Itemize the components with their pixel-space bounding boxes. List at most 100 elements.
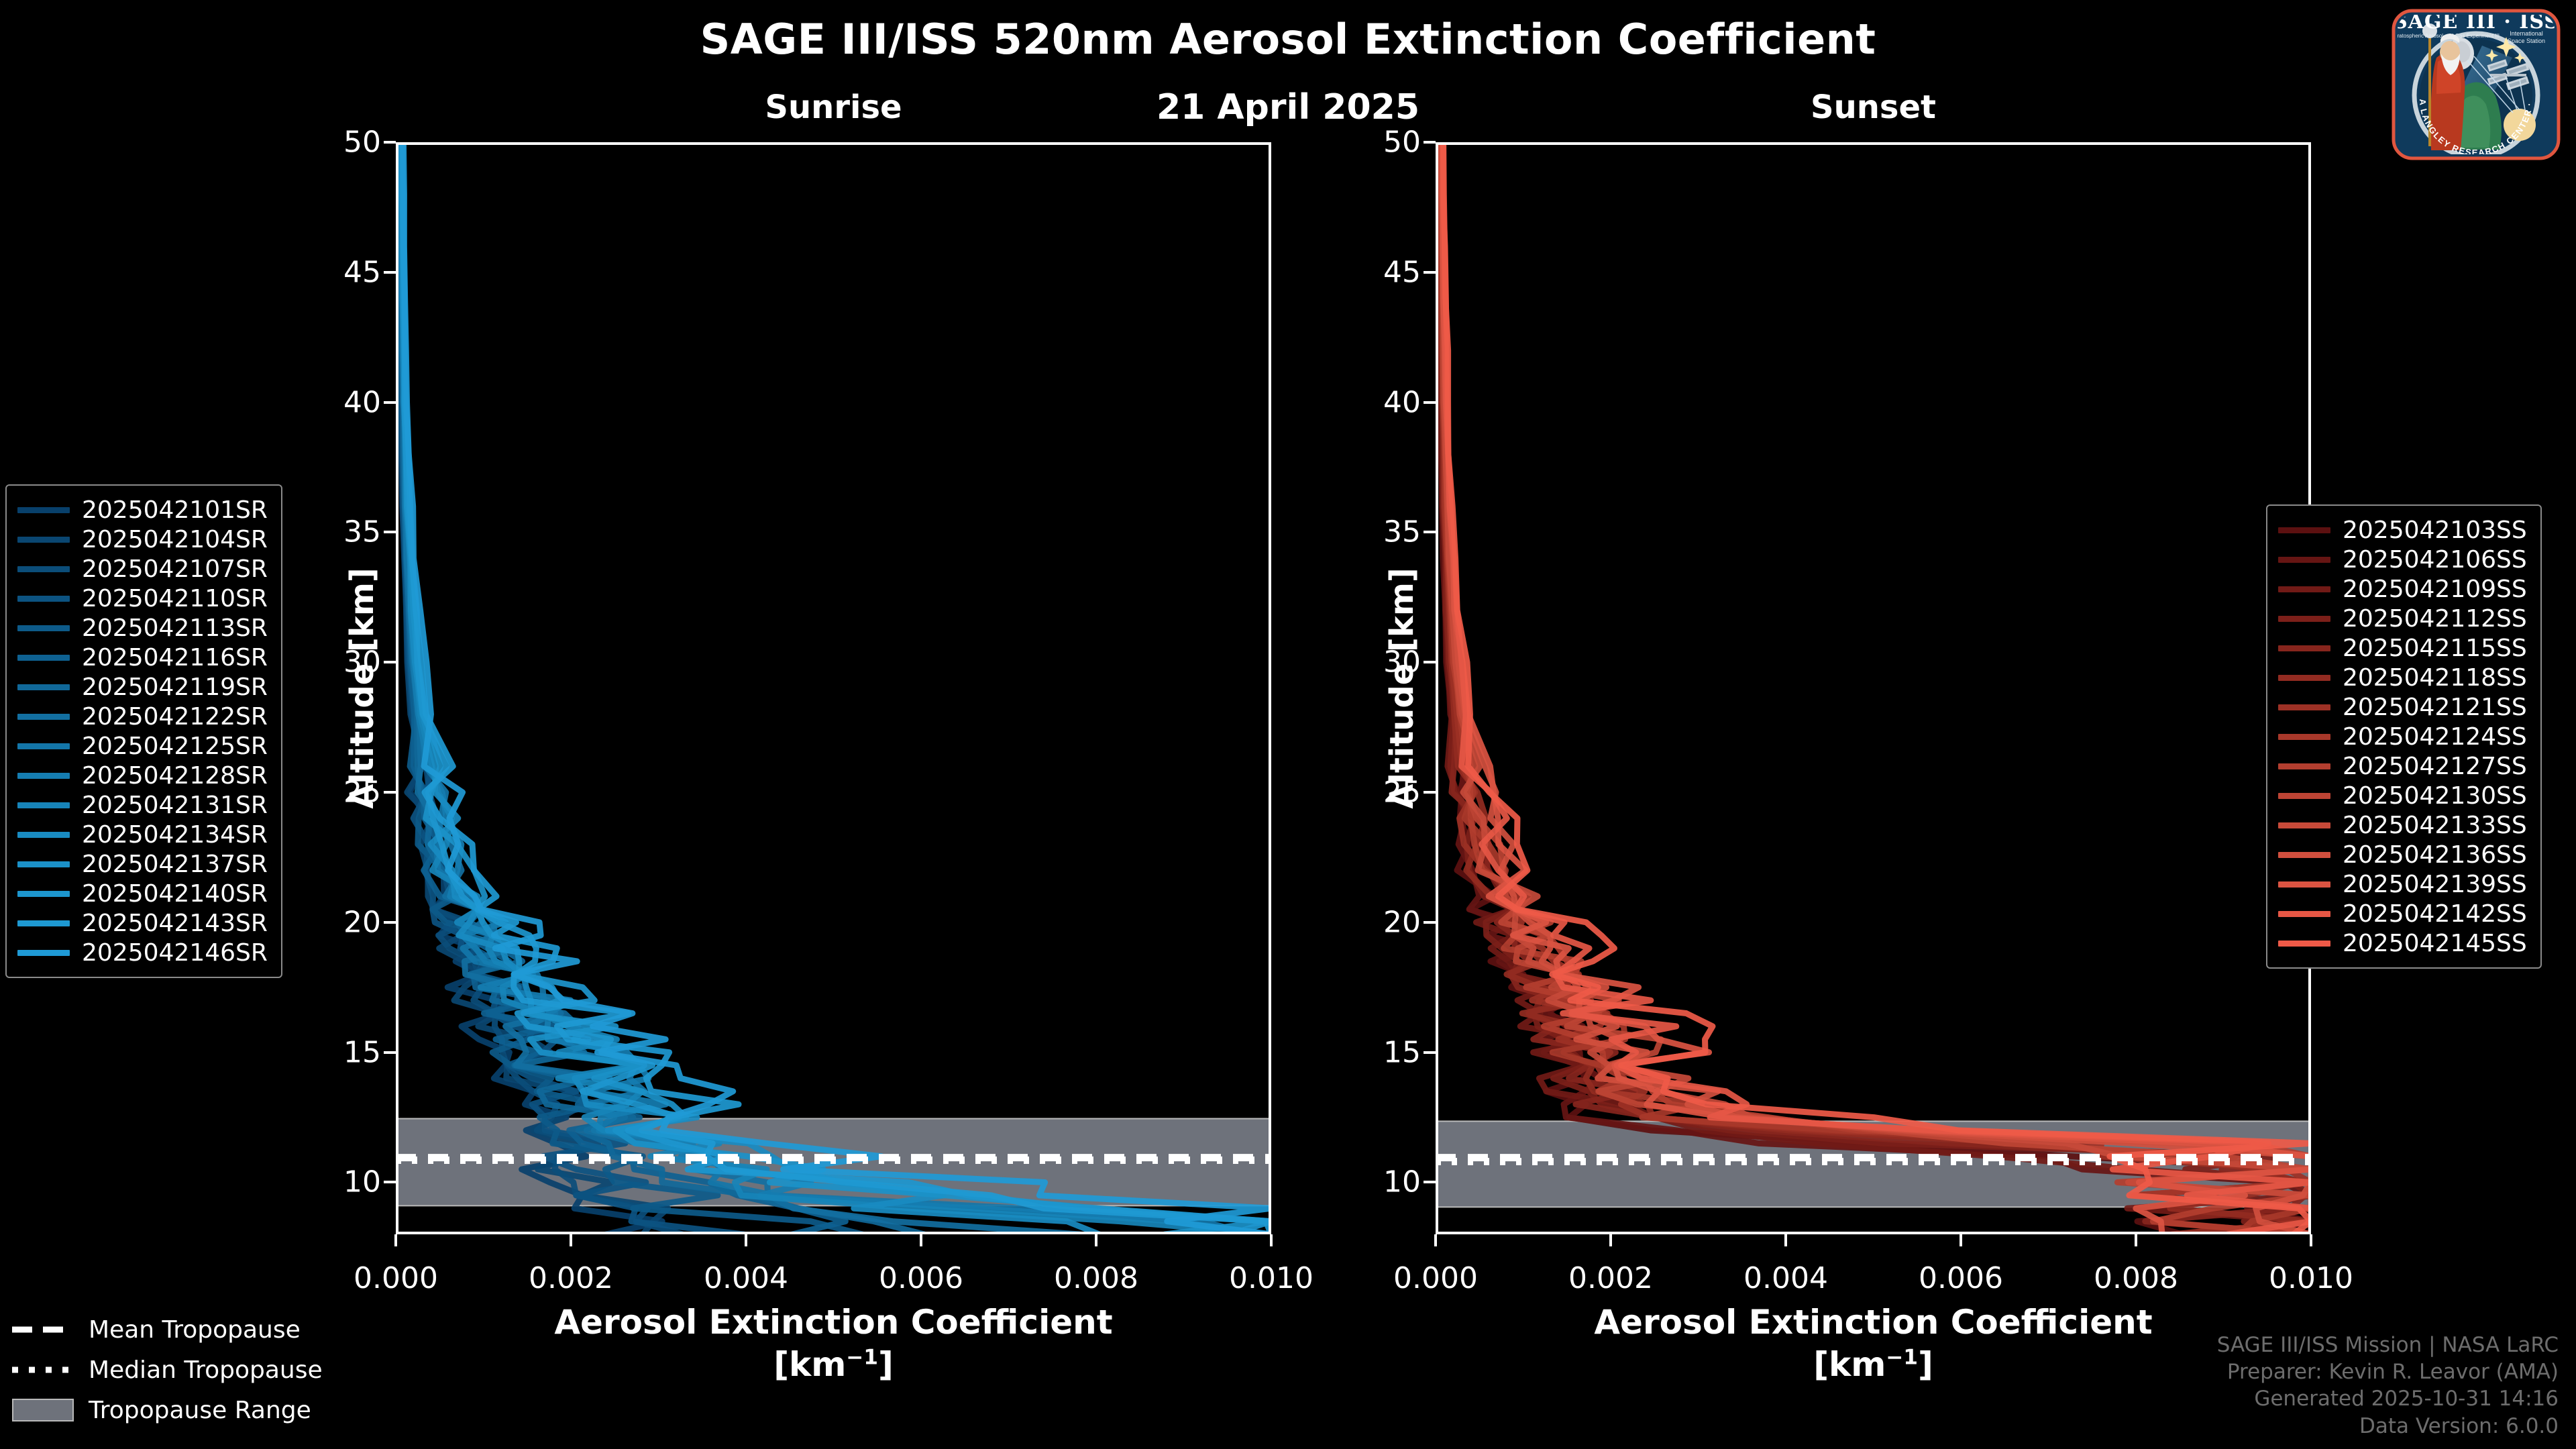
legend-color-swatch — [17, 536, 70, 543]
legend-color-swatch — [17, 654, 70, 661]
sunrise-y-tick-mark — [384, 1051, 396, 1054]
legend-color-swatch — [17, 713, 70, 720]
legend-item-label: 2025042115SS — [2343, 634, 2527, 662]
legend-sunset-item[interactable]: 2025042130SS — [2278, 781, 2527, 810]
legend-item-label: 2025042130SS — [2343, 782, 2527, 810]
sunrise-x-tick-mark — [1270, 1234, 1273, 1246]
legend-sunrise-item[interactable]: 2025042119SR — [17, 672, 268, 702]
sunrise-y-tick-label: 25 — [343, 775, 381, 810]
legend-item-label: 2025042113SR — [82, 614, 268, 642]
sunset-x-tick-mark — [1434, 1234, 1437, 1246]
legend-sunset-item[interactable]: 2025042145SS — [2278, 928, 2527, 958]
sunrise-axes-frame — [396, 142, 1271, 1234]
legend-color-swatch — [2278, 674, 2330, 681]
tropopause-patch-marker-icon — [12, 1399, 74, 1421]
legend-sunset-item[interactable]: 2025042124SS — [2278, 722, 2527, 751]
sunrise-y-tick-label: 10 — [343, 1165, 381, 1199]
legend-item-label: 2025042133SS — [2343, 811, 2527, 839]
legend-sunset-item[interactable]: 2025042142SS — [2278, 899, 2527, 928]
legend-sunset-item[interactable]: 2025042136SS — [2278, 840, 2527, 869]
legend-sunset-item[interactable]: 2025042139SS — [2278, 869, 2527, 899]
legend-sunrise-item[interactable]: 2025042101SR — [17, 495, 268, 525]
legend-sunset-item[interactable]: 2025042118SS — [2278, 663, 2527, 692]
legend-sunrise-item[interactable]: 2025042146SR — [17, 938, 268, 967]
sunset-y-tick-mark — [1424, 400, 1436, 404]
legend-item-label: 2025042116SR — [82, 643, 268, 672]
legend-color-swatch — [17, 566, 70, 572]
sunset-y-axis-label: Altitude [km] — [1383, 568, 1421, 809]
sunset-axes-frame — [1436, 142, 2311, 1234]
sunset-y-tick-label: 45 — [1383, 255, 1421, 290]
sunset-y-tick-mark — [1424, 661, 1436, 664]
sunset-x-tick-mark — [2310, 1234, 2312, 1246]
legend-sunrise-item[interactable]: 2025042122SR — [17, 702, 268, 731]
sunset-x-tick-label: 0.006 — [1919, 1261, 2003, 1295]
legend-color-swatch — [2278, 556, 2330, 563]
legend-sunset-item[interactable]: 2025042115SS — [2278, 633, 2527, 663]
legend-color-swatch — [2278, 704, 2330, 710]
legend-sunrise-item[interactable]: 2025042137SR — [17, 849, 268, 879]
sunset-plot-svg — [1436, 142, 2311, 1234]
sunrise-y-tick-label: 50 — [343, 125, 381, 160]
legend-sunset-item[interactable]: 2025042127SS — [2278, 751, 2527, 781]
legend-color-swatch — [2278, 615, 2330, 622]
legend-sunrise-item[interactable]: 2025042125SR — [17, 731, 268, 761]
legend-sunrise-item[interactable]: 2025042131SR — [17, 790, 268, 820]
svg-text:International: International — [2510, 30, 2543, 37]
sunset-x-axis-title: Aerosol Extinction Coefficient — [1594, 1303, 2153, 1342]
credits-line-preparer: Preparer: Kevin R. Leavor (AMA) — [2226, 1360, 2559, 1385]
legend-sunset-item[interactable]: 2025042106SS — [2278, 545, 2527, 574]
sunrise-x-tick-label: 0.004 — [704, 1261, 788, 1295]
legend-sunset-item[interactable]: 2025042133SS — [2278, 810, 2527, 840]
sunrise-y-tick-label: 15 — [343, 1035, 381, 1070]
legend-item-label: 2025042106SS — [2343, 545, 2527, 574]
sunset-x-tick-label: 0.010 — [2269, 1261, 2353, 1295]
legend-color-swatch — [2278, 881, 2330, 888]
legend-sunset-item[interactable]: 2025042112SS — [2278, 604, 2527, 633]
legend-sunset-item[interactable]: 2025042121SS — [2278, 692, 2527, 722]
legend-item-label: 2025042122SR — [82, 702, 268, 731]
profile-line — [1440, 142, 2311, 1234]
sunset-x-tick-label: 0.000 — [1393, 1261, 1478, 1295]
legend-sunset[interactable]: 2025042103SS 2025042106SS 2025042109SS 2025… — [2266, 504, 2542, 969]
sunset-y-tick-label: 40 — [1383, 385, 1421, 420]
sunrise-x-tick-mark — [394, 1234, 397, 1246]
sunrise-x-tick-label: 0.000 — [354, 1261, 438, 1295]
legend-tropopause-label: Median Tropopause — [89, 1356, 323, 1384]
legend-sunrise-item[interactable]: 2025042104SR — [17, 525, 268, 554]
legend-tropopause-item: Median Tropopause — [12, 1350, 323, 1390]
sunset-x-tick-mark — [1960, 1234, 1962, 1246]
legend-item-label: 2025042131SR — [82, 791, 268, 819]
legend-sunrise[interactable]: 2025042101SR 2025042104SR 2025042107SR 2025… — [5, 484, 282, 978]
sunset-x-tick-label: 0.008 — [2094, 1261, 2178, 1295]
sunset-x-tick-mark — [1609, 1234, 1612, 1246]
legend-sunrise-item[interactable]: 2025042107SR — [17, 554, 268, 584]
legend-sunrise-item[interactable]: 2025042134SR — [17, 820, 268, 849]
legend-sunset-item[interactable]: 2025042109SS — [2278, 574, 2527, 604]
sunrise-y-tick-mark — [384, 531, 396, 534]
legend-sunrise-item[interactable]: 2025042110SR — [17, 584, 268, 613]
legend-item-label: 2025042101SR — [82, 496, 268, 524]
sunrise-y-tick-label: 45 — [343, 255, 381, 290]
legend-sunrise-item[interactable]: 2025042116SR — [17, 643, 268, 672]
legend-sunset-item[interactable]: 2025042103SS — [2278, 515, 2527, 545]
sunset-subtitle: Sunset — [1811, 89, 1936, 126]
legend-color-swatch — [17, 506, 70, 513]
legend-item-label: 2025042139SS — [2343, 870, 2527, 898]
legend-sunrise-item[interactable]: 2025042140SR — [17, 879, 268, 908]
legend-item-label: 2025042107SR — [82, 555, 268, 583]
sunrise-y-tick-label: 35 — [343, 515, 381, 549]
legend-sunrise-item[interactable]: 2025042113SR — [17, 613, 268, 643]
sunset-y-tick-mark — [1424, 270, 1436, 274]
legend-color-swatch — [2278, 645, 2330, 651]
legend-sunrise-item[interactable]: 2025042143SR — [17, 908, 268, 938]
legend-item-label: 2025042145SS — [2343, 929, 2527, 957]
legend-color-swatch — [17, 684, 70, 690]
legend-item-label: 2025042119SR — [82, 673, 268, 701]
legend-sunrise-item[interactable]: 2025042128SR — [17, 761, 268, 790]
legend-item-label: 2025042142SS — [2343, 900, 2527, 928]
sunset-y-tick-label: 35 — [1383, 515, 1421, 549]
tropopause-dotted-marker-icon — [12, 1362, 74, 1377]
sunrise-y-tick-mark — [384, 920, 396, 924]
legend-color-swatch — [17, 743, 70, 749]
